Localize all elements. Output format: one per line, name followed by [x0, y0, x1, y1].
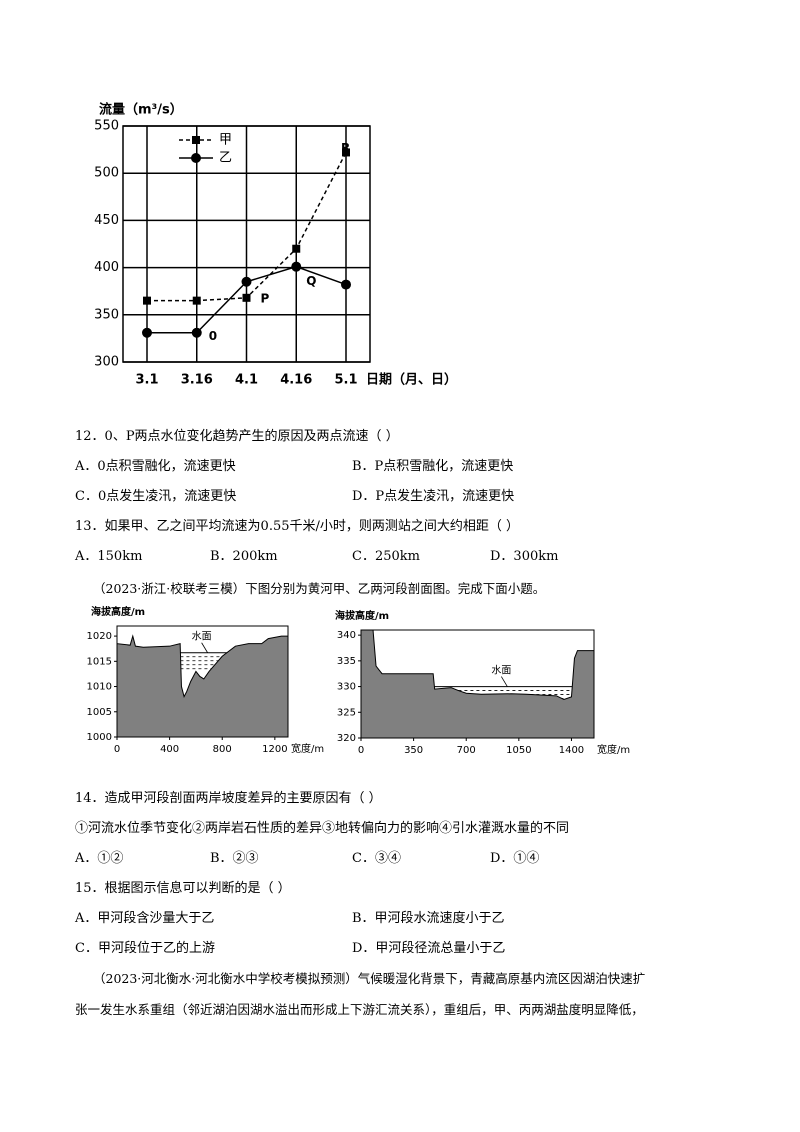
x-tick-label: 700 [457, 745, 476, 756]
question-stem: 15．根据图示信息可以判断的是（ ） [75, 881, 291, 896]
marker [143, 296, 151, 305]
y-axis-label: 海拔高度/m [91, 605, 145, 618]
point-label: Q [306, 274, 316, 288]
option: C．0点发生凌汛，流速更快 [75, 489, 237, 504]
terrain [360, 629, 595, 739]
y-tick-label: 1010 [87, 682, 112, 693]
x-axis-label: 宽度/m [291, 742, 324, 755]
option: B．甲河段水流速度小于乙 [352, 911, 505, 926]
y-tick-label: 350 [94, 307, 119, 322]
paragraph-line: （2023·河北衡水·河北衡水中学校考模拟预测）气候暖湿化背景下，青藏高原基内流… [93, 971, 646, 986]
x-tick-label: 3.1 [135, 373, 158, 388]
marker [191, 327, 202, 338]
legend-label: 甲 [219, 133, 232, 148]
option: C．③④ [352, 851, 401, 866]
marker [192, 296, 201, 305]
y-tick-label: 550 [94, 119, 119, 134]
point-label: R [341, 141, 350, 155]
option: D．300km [490, 549, 559, 564]
y-tick-label: 325 [337, 707, 356, 718]
x-tick-label: 0 [114, 744, 120, 755]
plot-frame [116, 625, 289, 738]
x-tick-label: 1050 [506, 745, 531, 756]
plot-frame [122, 125, 371, 363]
option: A．①② [75, 851, 124, 866]
question-stem: 14．造成甲河段剖面两岸坡度差异的主要原因有（ ） [75, 791, 382, 806]
y-tick-label: 330 [337, 682, 356, 693]
terrain [116, 634, 289, 738]
option: D．甲河段径流总量小于乙 [352, 941, 506, 956]
y-tick-label: 400 [94, 260, 119, 275]
y-tick-label: 450 [94, 213, 119, 228]
y-tick-label: 1005 [87, 707, 112, 718]
y-tick-label: 335 [337, 656, 356, 667]
y-tick-label: 340 [337, 630, 356, 641]
x-axis-label: 宽度/m [597, 743, 630, 756]
y-tick-label: 1020 [87, 631, 112, 642]
option: D．P点发生凌汛，流速更快 [352, 489, 515, 504]
plot-frame [360, 629, 595, 739]
marker [291, 261, 302, 272]
x-tick-label: 400 [160, 744, 179, 755]
option: B．200km [210, 549, 278, 564]
intro: （2023·浙江·校联考三模）下图分别为黄河甲、乙两河段剖面图。完成下面小题。 [93, 581, 546, 596]
x-tick-label: 1200 [262, 744, 287, 755]
marker [142, 327, 152, 338]
y-tick-label: 320 [337, 733, 356, 744]
y-axis-label: 海拔高度/m [335, 609, 389, 622]
marker [341, 279, 351, 290]
y-tick-label: 300 [94, 355, 119, 370]
y-axis-label: 流量（m³/s） [99, 102, 183, 118]
question-stem: 13．如果甲、乙之间平均流速为0.55千米/小时，则两测站之间大约相距（ ） [75, 519, 519, 534]
annotation-arrow [201, 642, 208, 653]
x-tick-label: 5.1 [334, 373, 357, 388]
y-tick-label: 1015 [87, 656, 112, 667]
option: B．P点积雪融化，流速更快 [352, 459, 514, 474]
x-tick-label: 0 [358, 745, 364, 756]
x-tick-label: 350 [404, 745, 423, 756]
x-tick-label: 800 [213, 744, 232, 755]
annotation: 水面 [192, 631, 212, 643]
x-tick-label: 4.1 [235, 373, 258, 388]
option: B．②③ [210, 851, 259, 866]
paragraph-line: 张一发生水系重组（邻近湖泊因湖水溢出而形成上下游汇流关系），重组后，甲、丙两湖盐… [75, 1002, 644, 1017]
point-label: 0 [209, 329, 217, 343]
legend-label: 乙 [219, 151, 232, 166]
x-axis-label: 日期（月、日） [366, 372, 457, 388]
annotation-arrow [500, 676, 508, 687]
x-tick-label: 3.16 [181, 373, 213, 388]
option: A．150km [75, 549, 143, 564]
marker [241, 276, 252, 287]
option: D．①④ [490, 851, 540, 866]
y-tick-label: 500 [94, 166, 119, 181]
legend-marker [191, 153, 201, 163]
marker [342, 148, 350, 157]
point-label: P [261, 291, 270, 305]
marker [292, 244, 301, 253]
statements: ①河流水位季节变化②两岸岩石性质的差异③地转偏向力的影响④引水灌溉水量的不同 [75, 821, 570, 836]
option: C．甲河段位于乙的上游 [75, 941, 215, 956]
marker [242, 293, 251, 302]
legend-marker [192, 136, 200, 144]
question-stem: 12．0、P两点水位变化趋势产生的原因及两点流速（ ） [75, 429, 399, 444]
option: A．0点积雪融化，流速更快 [75, 459, 236, 474]
x-tick-label: 1400 [559, 745, 584, 756]
option: C．250km [352, 549, 420, 564]
annotation: 水面 [491, 665, 511, 677]
option: A．甲河段含沙量大于乙 [75, 911, 215, 926]
x-tick-label: 4.16 [280, 373, 312, 388]
y-tick-label: 1000 [87, 732, 112, 743]
